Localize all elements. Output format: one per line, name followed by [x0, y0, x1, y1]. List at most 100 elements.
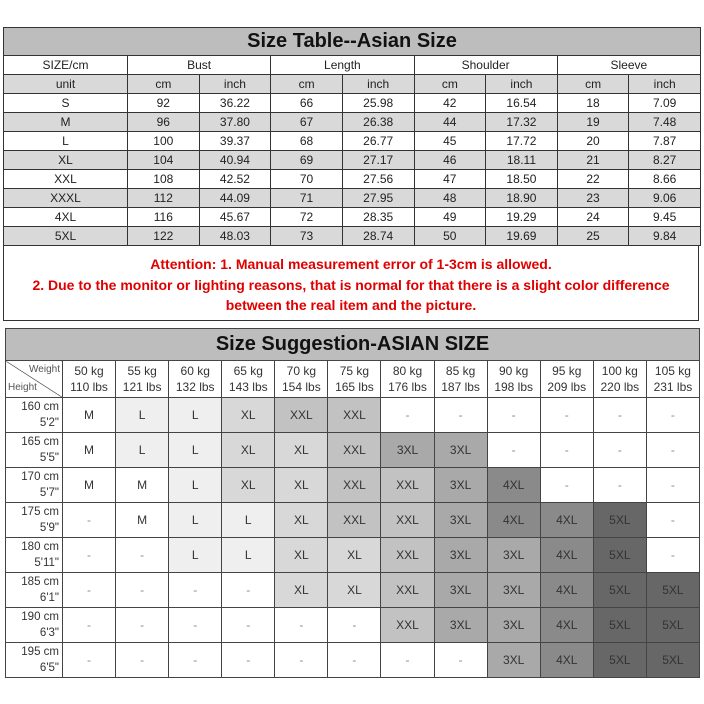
- size-suggestion-cell: -: [115, 537, 170, 573]
- size-suggestion-cell: 3XL: [433, 607, 488, 643]
- weight-kg: 70 kg: [286, 364, 317, 378]
- size-suggestion-cell: 3XL: [433, 432, 488, 468]
- size-table-title: Size Table--Asian Size: [3, 27, 701, 56]
- unit-header: inch: [485, 74, 558, 94]
- size-suggestion-cell: XXL: [380, 537, 435, 573]
- size-suggestion-cell: -: [486, 432, 541, 468]
- measurement-cell: 39.37: [198, 131, 272, 151]
- size-suggestion-cell: -: [168, 572, 223, 608]
- size-suggestion-cell: -: [168, 607, 223, 643]
- measurement-cell: 71: [270, 188, 343, 208]
- size-suggestion-cell: -: [168, 642, 223, 678]
- table-row: 190 cm 6'3" - - - - - - XXL 3XL 3XL 4XL 5XL 5XL: [5, 607, 701, 643]
- measurement-cell: 48: [413, 188, 487, 208]
- size-suggestion-cell: 4XL: [539, 607, 594, 643]
- measurement-cell: 92: [127, 93, 200, 113]
- height-ft: 6'5": [39, 662, 59, 674]
- size-suggestion-cell: M: [61, 397, 117, 433]
- size-cell: XXXL: [3, 188, 128, 208]
- size-suggestion-cell: -: [61, 572, 117, 608]
- measurement-cell: 108: [127, 169, 200, 189]
- size-suggestion-cell: -: [61, 537, 117, 573]
- measurement-cell: 28.74: [341, 226, 415, 246]
- measurement-cell: 25.98: [341, 93, 415, 113]
- size-suggestion-cell: XXL: [327, 432, 382, 468]
- size-suggestion-cell: XXL: [274, 397, 329, 433]
- height-header: 175 cm 5'9": [5, 502, 63, 538]
- size-suggestion-cell: 5XL: [592, 642, 647, 678]
- table-row: 4XL 116 45.67 72 28.35 49 19.29 24 9.45: [3, 207, 701, 227]
- size-suggestion-cell: XXL: [380, 572, 435, 608]
- size-suggestion-cell: 4XL: [539, 642, 594, 678]
- size-suggestion-cell: 3XL: [433, 537, 488, 573]
- size-suggestion-cell: L: [115, 397, 170, 433]
- size-suggestion-cell: -: [274, 642, 329, 678]
- size-suggestion-cell: 5XL: [592, 502, 647, 538]
- measurement-cell: 104: [127, 150, 200, 170]
- size-suggestion-cell: -: [433, 642, 488, 678]
- measurement-cell: 16.54: [485, 93, 558, 113]
- column-header: Sleeve: [556, 55, 702, 75]
- size-suggestion-cell: 5XL: [592, 607, 647, 643]
- unit-header: cm: [127, 74, 200, 94]
- measurement-cell: 70: [270, 169, 343, 189]
- measurement-cell: 66: [270, 93, 343, 113]
- height-cm: 190 cm: [21, 611, 59, 623]
- size-suggestion-cell: L: [168, 537, 223, 573]
- measurement-cell: 8.27: [628, 150, 701, 170]
- weight-kg: 105 kg: [654, 364, 691, 378]
- height-cm: 195 cm: [21, 646, 59, 658]
- weight-lbs: 220 lbs: [600, 380, 640, 394]
- size-suggestion-cell: XL: [274, 467, 329, 503]
- measurement-cell: 19: [556, 112, 630, 132]
- size-suggestion-cell: -: [592, 467, 647, 503]
- table-row: 160 cm 5'2" M L L XL XXL XXL - - - - - -: [5, 397, 701, 433]
- measurement-cell: 69: [270, 150, 343, 170]
- measurement-cell: 18.50: [485, 169, 558, 189]
- size-suggestion-cell: XXL: [380, 502, 435, 538]
- column-header: Bust: [126, 55, 272, 75]
- size-suggestion-cell: L: [168, 467, 223, 503]
- size-suggestion-cell: -: [115, 572, 170, 608]
- size-suggestion-cell: L: [115, 432, 170, 468]
- measurement-cell: 48.03: [198, 226, 272, 246]
- size-cell: M: [3, 112, 128, 132]
- measurement-cell: 21: [556, 150, 630, 170]
- table-row: 5XL 122 48.03 73 28.74 50 19.69 25 9.84: [3, 226, 701, 246]
- size-suggestion-cell: -: [61, 502, 117, 538]
- size-suggestion-cell: -: [539, 432, 594, 468]
- size-suggestion-cell: M: [61, 467, 117, 503]
- weight-label: Weight: [29, 364, 60, 375]
- size-suggestion-cell: 3XL: [486, 642, 541, 678]
- table-row: 180 cm 5'11" - - L L XL XL XXL 3XL 3XL 4XL 5XL -: [5, 537, 701, 573]
- size-cell: XL: [3, 150, 128, 170]
- weight-lbs: 110 lbs: [70, 380, 108, 394]
- size-suggestion-cell: -: [274, 607, 329, 643]
- measurement-cell: 50: [413, 226, 487, 246]
- measurement-cell: 45: [413, 131, 487, 151]
- weight-kg: 65 kg: [233, 364, 263, 378]
- weight-kg: 50 kg: [74, 364, 104, 378]
- weight-kg: 90 kg: [498, 364, 529, 378]
- measurement-cell: 37.80: [198, 112, 272, 132]
- size-suggestion-cell: 4XL: [486, 502, 541, 538]
- measurement-cell: 18.11: [485, 150, 558, 170]
- table-row: 185 cm 6'1" - - - - XL XL XXL 3XL 3XL 4XL 5XL 5XL: [5, 572, 701, 608]
- measurement-cell: 122: [127, 226, 200, 246]
- table-row: M 96 37.80 67 26.38 44 17.32 19 7.48: [3, 112, 701, 132]
- measurement-cell: 17.32: [485, 112, 558, 132]
- weight-header: 80 kg 176 lbs: [380, 360, 435, 398]
- suggestion-title: Size Suggestion-ASIAN SIZE: [5, 328, 700, 361]
- height-header: 190 cm 6'3": [5, 607, 63, 643]
- column-header: SIZE/cm: [3, 55, 128, 75]
- height-cm: 180 cm: [21, 541, 59, 553]
- weight-lbs: 176 lbs: [388, 380, 427, 394]
- weight-lbs: 154 lbs: [282, 380, 321, 394]
- measurement-cell: 28.35: [341, 207, 415, 227]
- size-cell: S: [3, 93, 128, 113]
- size-cell: XXL: [3, 169, 128, 189]
- unit-header: unit: [3, 74, 128, 94]
- size-suggestion-cell: XXL: [327, 397, 382, 433]
- height-ft: 5'7": [39, 487, 59, 499]
- size-suggestion-cell: 5XL: [645, 642, 701, 678]
